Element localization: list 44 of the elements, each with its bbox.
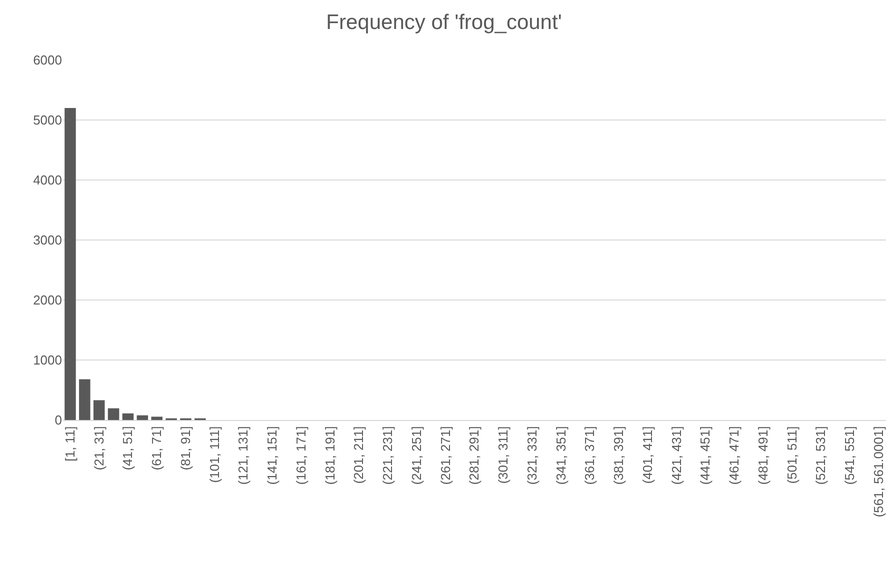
x-tick-label: (61, 71] — [149, 426, 164, 470]
x-tick-label: (241, 251] — [408, 426, 424, 485]
bar — [93, 400, 105, 420]
x-tick-label: (481, 491] — [755, 426, 770, 485]
x-tick-label: (221, 231] — [380, 426, 396, 485]
x-tick-label: (521, 531] — [813, 426, 828, 485]
y-tick-label: 3000 — [33, 232, 62, 248]
x-tick-label: (461, 471] — [726, 426, 742, 485]
x-tick-label: (81, 91] — [178, 426, 193, 470]
y-tick-label: 1000 — [33, 352, 62, 368]
bar — [79, 379, 90, 420]
x-tick-label: (21, 31] — [91, 426, 106, 470]
x-tick-label: (161, 171] — [293, 426, 308, 485]
x-tick-label: (401, 411] — [640, 426, 655, 484]
y-tick-label: 6000 — [33, 52, 62, 68]
x-tick-label: (101, 111] — [206, 426, 222, 483]
x-tick-label: (301, 311] — [496, 426, 511, 484]
x-tick-label: (381, 391] — [611, 426, 626, 485]
y-tick-label: 2000 — [33, 292, 62, 308]
y-tick-label: 4000 — [33, 172, 62, 188]
bar — [64, 108, 76, 420]
x-tick-label: (121, 131] — [236, 426, 251, 485]
bar — [122, 413, 134, 420]
x-tick-label: (181, 191] — [322, 426, 338, 485]
y-tick-label: 5000 — [33, 112, 62, 128]
x-tick-label: (561, 561.0001] — [871, 426, 886, 518]
x-tick-label: (361, 371] — [582, 426, 598, 485]
x-tick-label: (261, 271] — [438, 426, 453, 485]
y-tick-label: 0 — [54, 412, 62, 428]
bar — [108, 408, 120, 420]
bar — [136, 415, 148, 420]
x-tick-label: (201, 211] — [351, 426, 366, 484]
x-tick-label: (421, 431] — [668, 426, 684, 485]
bar — [151, 416, 162, 420]
x-tick-label: (341, 351] — [553, 426, 568, 485]
x-tick-label: (541, 551] — [842, 426, 858, 485]
x-tick-label: (281, 291] — [466, 426, 482, 485]
x-tick-label: (141, 151] — [264, 426, 280, 485]
x-tick-label: (41, 51] — [120, 426, 136, 470]
chart-title: Frequency of 'frog_count' — [326, 10, 562, 34]
x-tick-label: [1, 11] — [62, 426, 78, 462]
x-tick-label: (441, 451] — [698, 426, 713, 485]
x-tick-label: (501, 511] — [784, 426, 800, 484]
x-tick-label: (321, 331] — [524, 426, 540, 485]
